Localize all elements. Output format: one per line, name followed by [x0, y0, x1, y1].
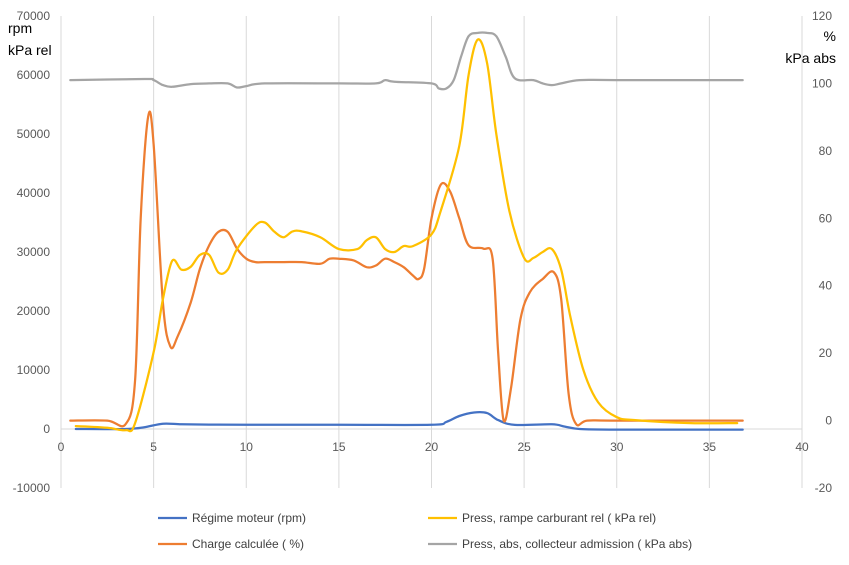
gridlines — [60, 16, 803, 488]
x-axis-tick-label: 10 — [240, 440, 254, 454]
right-axis-tick-label: 0 — [825, 414, 832, 428]
x-axis-tick-label: 0 — [58, 440, 65, 454]
legend-label: Charge calculée ( %) — [192, 537, 304, 551]
left-axis-tick-label: 40000 — [17, 186, 51, 200]
left-axis-tick-label: 20000 — [17, 304, 51, 318]
right-axis-tick-label: 120 — [812, 9, 832, 23]
legend-item-press-collecteur-admission: Press, abs, collecteur admission ( kPa a… — [428, 537, 692, 551]
legend-label: Press, rampe carburant rel ( kPa rel) — [462, 511, 656, 525]
right-axis-tick-label: 100 — [812, 76, 832, 90]
x-axis-tick-label: 20 — [425, 440, 439, 454]
x-axis-tick-label: 40 — [795, 440, 809, 454]
left-axis-title-line-2: kPa rel — [8, 42, 52, 58]
right-axis-tick-label: 60 — [819, 211, 833, 225]
right-axis-title-line-1: % — [824, 28, 836, 44]
left-axis-tick-label: 60000 — [17, 68, 51, 82]
left-axis-title: rpm kPa rel — [8, 20, 52, 58]
legend-item-press-rampe-carburant: Press, rampe carburant rel ( kPa rel) — [428, 511, 656, 525]
right-axis-title: % kPa abs — [785, 28, 836, 66]
right-axis-tick-label: -20 — [815, 481, 833, 495]
legend-item-charge-calculee: Charge calculée ( %) — [158, 537, 304, 551]
left-axis-tick-label: 30000 — [17, 245, 51, 259]
series-line-charge-calculee — [69, 110, 744, 428]
left-axis-title-line-1: rpm — [8, 20, 32, 36]
left-axis-tick-label: -10000 — [13, 481, 51, 495]
right-axis-title-line-2: kPa abs — [785, 50, 836, 66]
right-axis-tick-label: 40 — [819, 279, 833, 293]
x-axis-tick-label: 35 — [703, 440, 717, 454]
x-axis-tick-label: 5 — [150, 440, 157, 454]
right-axis-tick-label: 20 — [819, 346, 833, 360]
series-line-press-rampe-carburant — [74, 38, 739, 433]
legend-item-regime-moteur: Régime moteur (rpm) — [158, 511, 306, 525]
legend-label: Régime moteur (rpm) — [192, 511, 306, 525]
right-axis-tick-label: 80 — [819, 144, 833, 158]
x-axis-tick-label: 15 — [332, 440, 346, 454]
legend: Régime moteur (rpm) Press, rampe carbura… — [158, 511, 692, 551]
left-axis-tick-label: 10000 — [17, 363, 51, 377]
left-axis-tick-label: 50000 — [17, 127, 51, 141]
legend-label: Press, abs, collecteur admission ( kPa a… — [462, 537, 692, 551]
tick-labels: -100000100002000030000400005000060000700… — [13, 9, 833, 495]
left-axis-tick-label: 70000 — [17, 9, 51, 23]
x-axis-tick-label: 25 — [517, 440, 531, 454]
series-lines — [69, 31, 744, 433]
series-line-press-collecteur-admission — [69, 31, 744, 91]
x-axis-tick-label: 30 — [610, 440, 624, 454]
left-axis-tick-label: 0 — [43, 422, 50, 436]
series-line-regime-moteur — [74, 411, 744, 431]
